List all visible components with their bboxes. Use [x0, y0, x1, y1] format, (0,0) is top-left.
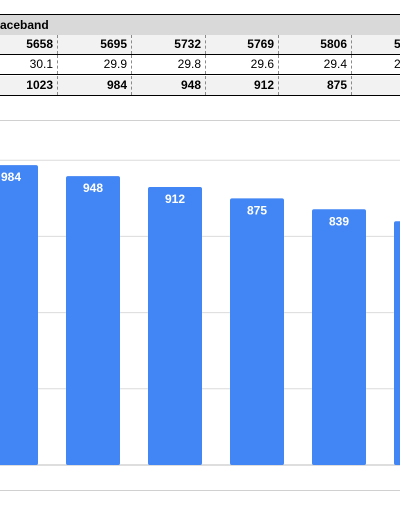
table-title-row: aceband — [0, 14, 400, 36]
table-cell[interactable]: 875 — [279, 76, 352, 95]
header-cell[interactable]: 5695 — [58, 35, 132, 54]
table-cell[interactable]: 29.4 — [279, 55, 352, 74]
bar-chart: 984 948 912 875 839 — [0, 159, 400, 466]
chart-bar[interactable] — [148, 187, 202, 466]
chart-value-labels: 984 948 912 875 839 — [1, 170, 349, 228]
chart-bar[interactable] — [0, 165, 38, 465]
chart-data-label: 912 — [165, 192, 185, 206]
header-cell[interactable]: 5806 — [279, 35, 352, 54]
table-cell[interactable] — [352, 76, 400, 95]
table-row: 30.1 29.9 29.8 29.6 29.4 2 — [0, 55, 400, 75]
table-row: 1023 984 948 912 875 — [0, 76, 400, 96]
table-cell[interactable]: 29.9 — [58, 55, 132, 74]
spreadsheet-table: aceband 5658 5695 5732 5769 5806 5 30.1 … — [0, 0, 400, 100]
divider — [0, 120, 400, 121]
header-cell[interactable]: 5658 — [0, 35, 58, 54]
header-cell[interactable]: 5 — [394, 37, 400, 51]
table-cell[interactable]: 30.1 — [0, 55, 58, 74]
chart-bar[interactable] — [312, 209, 366, 465]
table-cell[interactable]: 1023 — [0, 76, 58, 95]
table-title[interactable]: aceband — [0, 18, 49, 32]
header-cell[interactable]: 5769 — [206, 35, 279, 54]
chart-bars — [0, 165, 400, 466]
divider — [0, 490, 400, 491]
chart-data-label: 948 — [83, 181, 103, 195]
chart-bar[interactable] — [230, 198, 284, 465]
table-cell[interactable]: 984 — [58, 76, 132, 95]
table-header-row: 5658 5695 5732 5769 5806 5 — [0, 35, 400, 55]
table-cell[interactable]: 2 — [394, 57, 400, 71]
chart-bar[interactable] — [394, 221, 400, 465]
chart-data-label: 875 — [247, 203, 267, 217]
table-cell[interactable]: 29.6 — [206, 55, 279, 74]
chart-data-label: 839 — [329, 214, 349, 228]
header-cell[interactable]: 5732 — [132, 35, 206, 54]
chart-data-label: 984 — [1, 170, 21, 184]
chart-bar[interactable] — [66, 176, 120, 466]
table-cell[interactable]: 29.8 — [132, 55, 206, 74]
table-cell[interactable]: 948 — [132, 76, 206, 95]
table-cell[interactable]: 912 — [206, 76, 279, 95]
